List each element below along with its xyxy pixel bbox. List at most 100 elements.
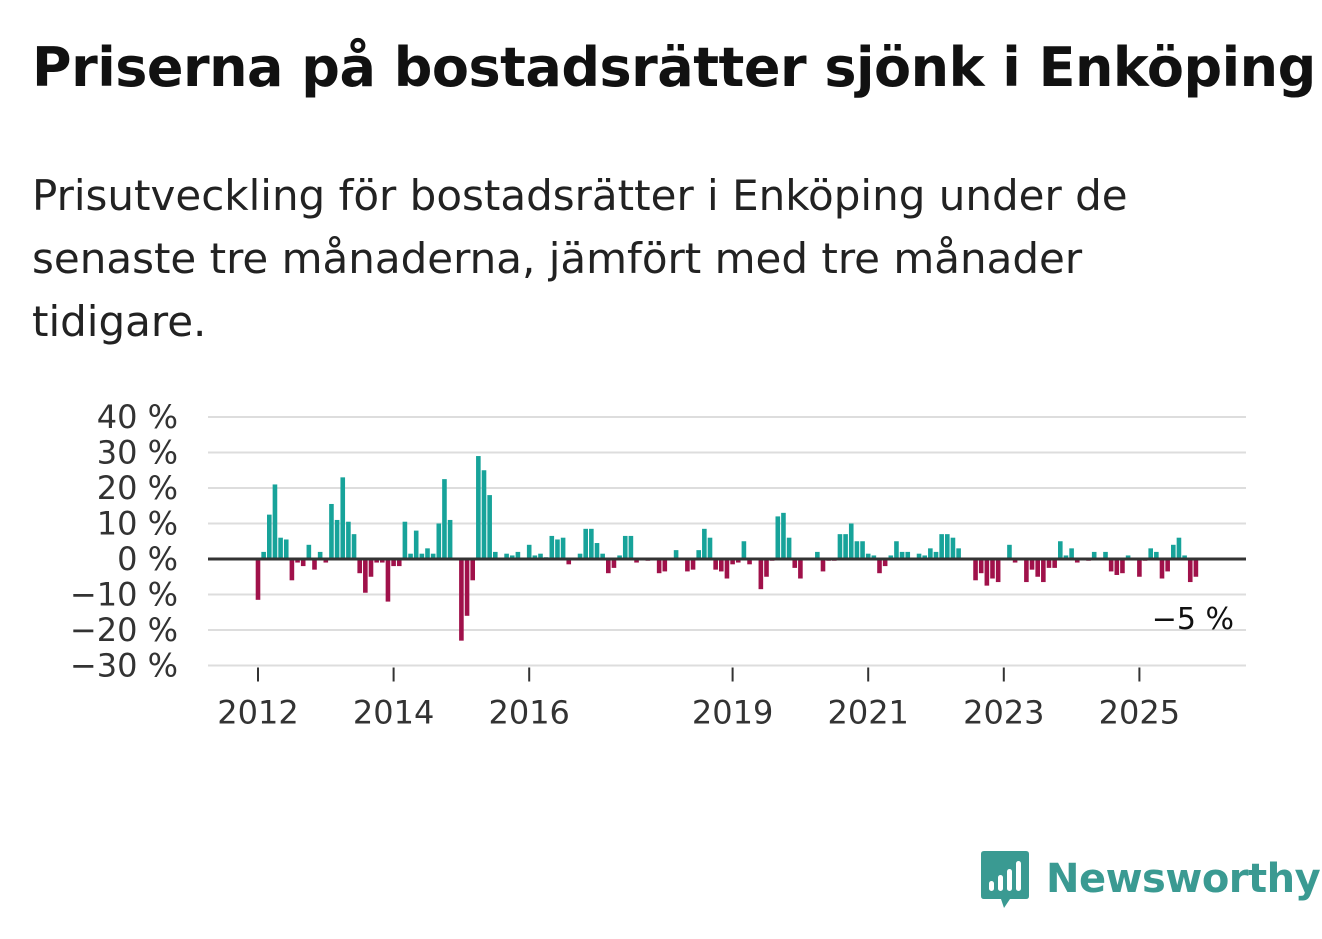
y-tick-label: −20 % — [70, 611, 178, 649]
bar — [538, 553, 543, 559]
bar — [1029, 559, 1035, 570]
bar — [1137, 559, 1142, 577]
bar — [346, 521, 351, 559]
bar — [1176, 537, 1182, 559]
bar — [690, 559, 696, 570]
chart-subtitle: Prisutveckling för bostadsrätter i Enköp… — [32, 171, 1128, 346]
bar — [1154, 551, 1159, 559]
bar — [1182, 555, 1187, 559]
bar — [922, 555, 927, 559]
bar — [702, 528, 707, 559]
bar — [741, 541, 747, 559]
brand-logo: Newsworthy — [980, 848, 1321, 910]
bar — [905, 551, 911, 559]
bar — [950, 537, 956, 559]
bar — [820, 559, 826, 572]
bar — [357, 559, 362, 574]
bar — [786, 537, 792, 559]
bar — [628, 535, 634, 559]
bar — [611, 559, 617, 568]
bar — [493, 551, 498, 559]
x-tick-label: 2025 — [1099, 694, 1180, 731]
bar — [758, 559, 764, 590]
bar — [1035, 559, 1040, 577]
x-tick-label: 2014 — [353, 694, 434, 731]
bar — [442, 479, 447, 560]
bar — [351, 534, 357, 559]
bar — [1091, 551, 1097, 559]
bar — [436, 523, 442, 559]
bar — [928, 548, 933, 559]
y-tick-label: −10 % — [70, 576, 178, 614]
bar — [1193, 559, 1199, 577]
bar — [1024, 559, 1029, 583]
bar — [1114, 559, 1120, 575]
bar — [459, 559, 464, 641]
bar — [1125, 555, 1131, 559]
bar — [312, 559, 317, 570]
bars — [255, 456, 1199, 641]
bar — [973, 559, 978, 581]
bar — [577, 553, 583, 559]
bar — [984, 559, 990, 586]
bar — [385, 559, 391, 602]
bar — [363, 559, 368, 593]
bar — [1159, 559, 1165, 579]
bar — [815, 551, 820, 559]
y-tick-label: 20 % — [97, 469, 178, 507]
bar — [532, 555, 538, 559]
bar — [566, 559, 572, 565]
bar — [764, 559, 769, 577]
bar — [317, 551, 323, 559]
bar — [278, 537, 283, 559]
bar — [656, 559, 662, 574]
bar — [408, 553, 413, 559]
bar — [1046, 559, 1052, 568]
bar — [781, 512, 786, 559]
bar — [747, 559, 752, 565]
bar — [724, 559, 730, 579]
chart-title: Priserna på bostadsrätter sjönk i Enköpi… — [32, 36, 1316, 99]
bar — [1007, 544, 1012, 559]
bar — [1069, 548, 1074, 559]
bar — [1171, 544, 1176, 559]
y-tick-label: 30 % — [97, 434, 178, 472]
bar — [945, 534, 950, 559]
bar — [916, 553, 922, 559]
bar — [882, 559, 888, 567]
bar — [289, 559, 295, 581]
bar — [877, 559, 882, 574]
bar — [871, 555, 877, 559]
bar — [1012, 559, 1018, 563]
bar — [419, 553, 425, 559]
bar — [843, 534, 848, 559]
bar — [272, 484, 278, 559]
bar — [1187, 559, 1193, 583]
bar — [261, 551, 266, 559]
bar — [888, 555, 894, 559]
bar — [1120, 559, 1125, 574]
bar — [594, 543, 600, 559]
bar — [413, 530, 419, 559]
bar — [1041, 559, 1046, 583]
bar — [713, 559, 718, 570]
bar — [606, 559, 611, 574]
bar — [368, 559, 374, 577]
bar — [1148, 548, 1153, 559]
bar — [685, 559, 690, 572]
bar — [1058, 541, 1063, 559]
bar — [719, 559, 724, 572]
y-tick-label: −30 % — [70, 647, 178, 685]
bar — [848, 523, 854, 559]
x-tick-label: 2016 — [488, 694, 569, 731]
bar — [515, 551, 521, 559]
x-tick-label: 2023 — [963, 694, 1044, 731]
bar — [1052, 559, 1057, 568]
y-tick-label: 10 % — [97, 505, 178, 543]
newsworthy-logo-icon — [981, 851, 1029, 908]
bar — [1108, 559, 1114, 572]
bar — [504, 553, 509, 559]
bar — [334, 519, 340, 559]
bar — [329, 503, 334, 559]
bar — [396, 559, 402, 567]
